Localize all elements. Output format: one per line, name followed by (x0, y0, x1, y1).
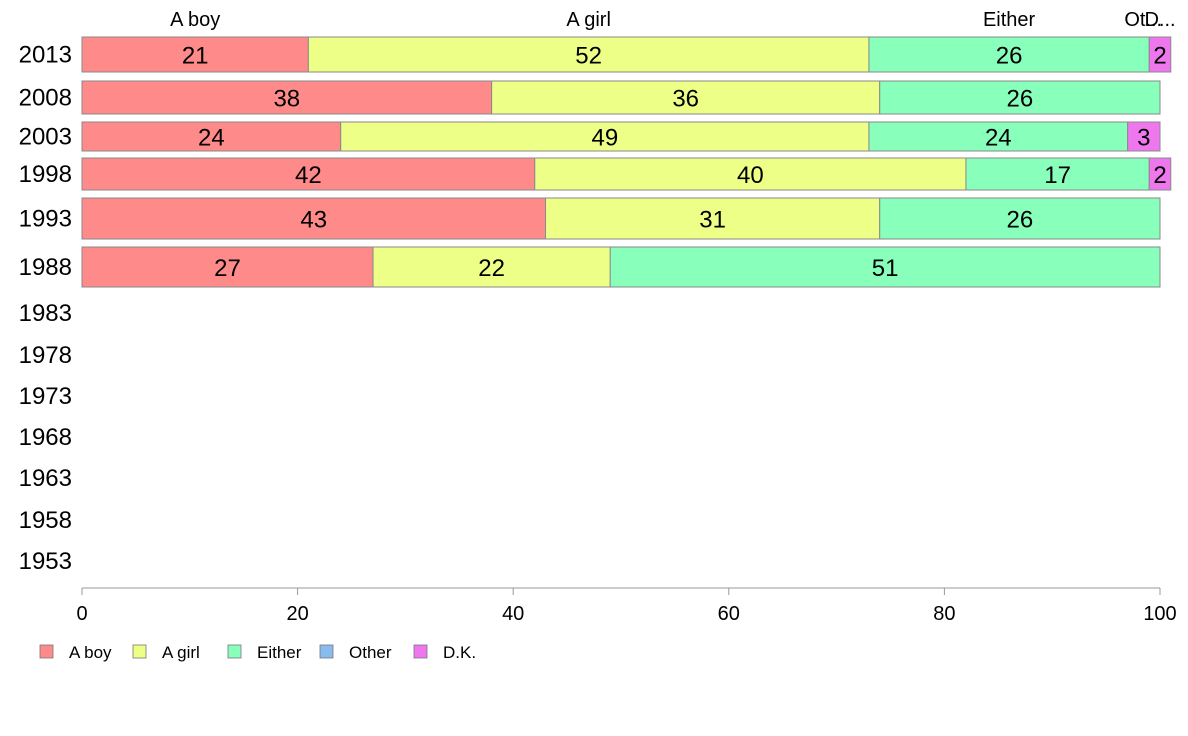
x-tick-label: 20 (286, 603, 308, 625)
year-label: 1958 (19, 507, 72, 534)
bar-segment (81, 197, 547, 240)
year-label: 1988 (19, 254, 72, 281)
bar-value-label: 31 (699, 207, 726, 234)
legend-swatch (413, 644, 428, 659)
legend: A boy A girl Either Other D.K. (39, 643, 476, 662)
bar-segment (340, 121, 870, 152)
year-axis-labels: 2013 2008 2003 1998 1993 1988 1983 1978 1973 1968… (19, 42, 72, 576)
year-label: 1953 (19, 548, 72, 575)
bar-segment (372, 246, 611, 288)
year-label: 2008 (19, 85, 72, 112)
bar-segment (879, 197, 1161, 240)
bar-value-label: 26 (1007, 86, 1034, 113)
bar-segment (1148, 157, 1172, 191)
bar-value-label: 21 (182, 43, 209, 70)
bar-value-label: 42 (295, 162, 322, 189)
top-category-labels: A boy A girl Either Ot...D... (170, 9, 1175, 31)
year-label: 1968 (19, 424, 72, 451)
top-category-label: A girl (566, 9, 610, 31)
bar-segment (81, 80, 493, 115)
top-category-label: Either (983, 9, 1036, 31)
bar-value-label: 40 (737, 162, 764, 189)
bar-value-label: 51 (872, 255, 899, 282)
bar-segment (81, 157, 536, 191)
x-tick-label: 0 (76, 603, 87, 625)
legend-label: Either (257, 643, 302, 662)
bar-segment (81, 121, 342, 152)
year-label: 1993 (19, 206, 72, 233)
bar-segment (609, 246, 1161, 288)
bar-value-label: 3 (1137, 125, 1150, 152)
bar-value-label: 27 (214, 255, 241, 282)
bar-value-label: 38 (273, 86, 300, 113)
bar-value-label: 43 (300, 207, 327, 234)
top-category-label: D... (1144, 9, 1175, 31)
top-category-label: A boy (170, 9, 220, 31)
bar-value-label: 17 (1044, 162, 1071, 189)
bar-segment (545, 197, 881, 240)
x-tick-label: 40 (502, 603, 524, 625)
legend-label: A boy (69, 643, 112, 662)
year-label: 1998 (19, 161, 72, 188)
bar-segment (307, 36, 870, 73)
bar-value-label: 26 (1007, 207, 1034, 234)
year-label: 1978 (19, 342, 72, 369)
bar-value-label: 36 (672, 86, 699, 113)
legend-swatch (132, 644, 147, 659)
bar-segment (534, 157, 967, 191)
bar-segment (1127, 121, 1161, 152)
year-label: 1983 (19, 300, 72, 327)
bar-value-label: 49 (591, 125, 618, 152)
legend-swatch (39, 644, 54, 659)
bar-value-label: 26 (996, 43, 1023, 70)
x-axis: 0 20 40 60 80 100 (76, 587, 1177, 625)
x-tick-label: 100 (1143, 603, 1176, 625)
bar-value-label: 24 (198, 125, 225, 152)
x-tick-label: 60 (718, 603, 740, 625)
legend-label: D.K. (443, 643, 476, 662)
top-category-label: Ot... (1124, 9, 1162, 31)
bar-value-label: 2 (1153, 43, 1166, 70)
legend-swatch (227, 644, 242, 659)
legend-swatch (319, 644, 334, 659)
bar-segment (879, 80, 1161, 115)
year-label: 2013 (19, 42, 72, 69)
legend-label: A girl (162, 643, 200, 662)
legend-label: Other (349, 643, 392, 662)
bar-value-label: 2 (1153, 162, 1166, 189)
x-tick-label: 80 (933, 603, 955, 625)
year-label: 1963 (19, 465, 72, 492)
bar-segment (81, 246, 374, 288)
bar-value-label: 22 (478, 255, 505, 282)
year-label: 2003 (19, 124, 72, 151)
bar-segment (1148, 36, 1172, 73)
bar-segment (868, 121, 1129, 152)
bar-value-label: 52 (575, 43, 602, 70)
bar-value-label: 24 (985, 125, 1012, 152)
bar-segment (491, 80, 881, 115)
year-label: 1973 (19, 383, 72, 410)
